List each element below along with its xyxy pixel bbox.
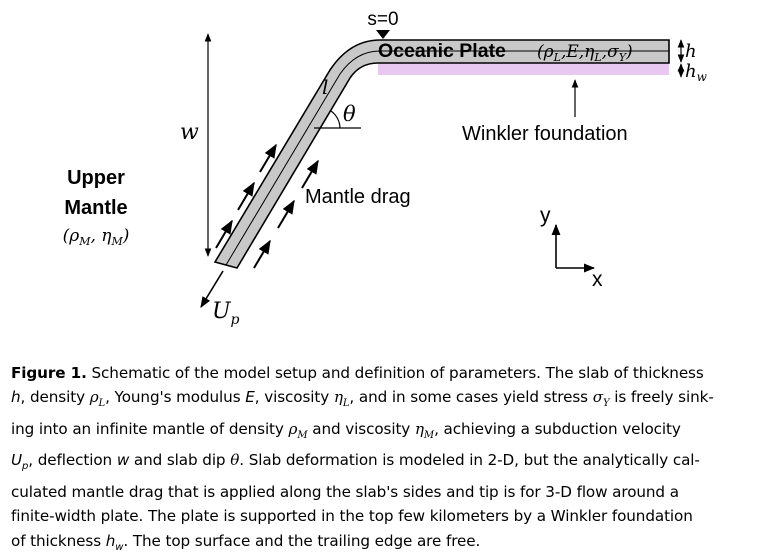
length-l-label: l xyxy=(322,75,328,99)
model-schematic-figure: s=0 Oceanic Plate (ρL,E,ηL,σY) h hw l θ … xyxy=(63,9,708,328)
winkler-foundation-label: Winkler foundation xyxy=(462,123,628,145)
h-label: h xyxy=(685,41,697,62)
drag-arrow-right-1 xyxy=(253,239,271,269)
caption-line-4: Up, deflection w and slab dip θ. Slab de… xyxy=(11,451,700,473)
up-velocity-arrow xyxy=(200,270,224,308)
mantle-drag-label: Mantle drag xyxy=(305,186,411,208)
slab-centerline xyxy=(225,50,669,266)
oceanic-plate-label: Oceanic Plate xyxy=(378,40,506,62)
oceanic-plate-name: Oceanic Plate xyxy=(378,40,506,62)
up-label: Up xyxy=(212,299,240,328)
drag-arrow-left-2 xyxy=(237,181,255,211)
upper-mantle-params: (ρM, ηM) xyxy=(63,226,130,248)
caption-line-6: finite-width plate. The plate is support… xyxy=(11,507,693,526)
hw-label: hw xyxy=(685,61,708,84)
slab-plate-shape xyxy=(213,39,670,269)
theta-label: θ xyxy=(343,102,356,126)
caption-line-1: Figure 1. Schematic of the model setup a… xyxy=(11,364,704,382)
drag-arrow-left-1 xyxy=(215,219,233,249)
s0-label: s=0 xyxy=(367,9,398,30)
w-label: w xyxy=(180,120,199,145)
drag-arrow-left-3 xyxy=(259,143,277,173)
caption-label: Figure 1. xyxy=(11,364,87,382)
figure-caption: Figure 1. Schematic of the model setup a… xyxy=(11,361,756,560)
x-axis-label: x xyxy=(592,268,603,291)
dip-angle-arc xyxy=(330,110,341,129)
upper-mantle-label-line2: Mantle xyxy=(64,197,127,219)
caption-line-5: culated mantle drag that is applied alon… xyxy=(11,482,679,501)
drag-arrow-right-2 xyxy=(277,199,295,229)
y-axis-label: y xyxy=(540,204,551,227)
upper-mantle-label-line1: Upper xyxy=(67,167,125,189)
caption-line-3: ing into an infinite mantle of density ρ… xyxy=(11,419,681,441)
oceanic-plate-params: (ρL,E,ηL,σY) xyxy=(537,42,633,64)
caption-line-2: h, density ρL, Young's modulus E, viscos… xyxy=(11,388,714,410)
mantle-drag-arrows xyxy=(215,143,319,269)
winkler-foundation-layer xyxy=(378,63,669,75)
drag-arrow-right-3 xyxy=(301,159,319,189)
caption-line-7: of thickness hw. The top surface and the… xyxy=(11,531,481,553)
s0-marker-icon xyxy=(376,30,390,39)
